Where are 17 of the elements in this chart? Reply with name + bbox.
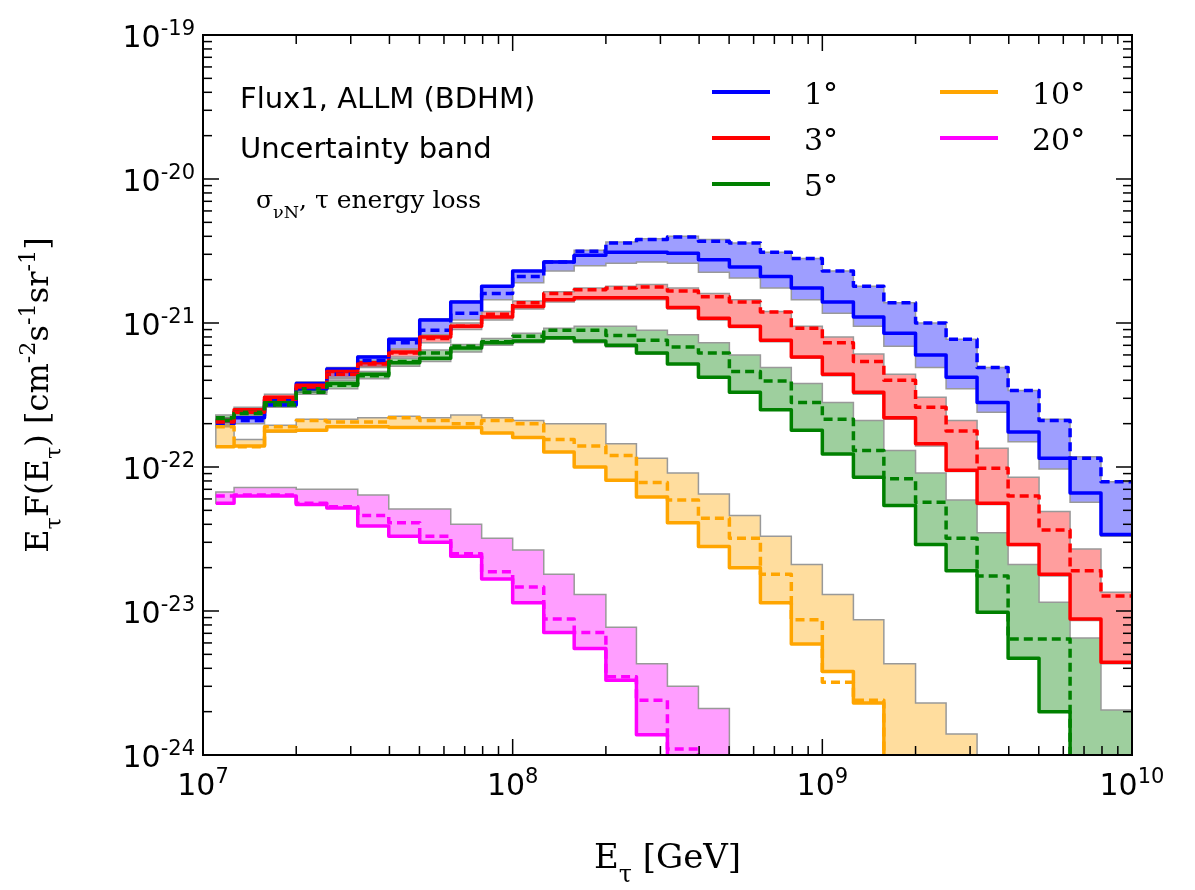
annotation: σ$_{νN}$, τ energy loss: [256, 185, 482, 222]
y-tick-label: 10$^{-19}$: [122, 16, 195, 54]
legend-label: 10°: [1032, 76, 1086, 111]
legend-label: 1°: [804, 76, 839, 111]
y-tick-label: 10$^{-22}$: [122, 448, 195, 486]
x-axis-title: E$_{τ}$ [GeV]: [593, 836, 742, 888]
x-tick-label: 10$^{10}$: [1099, 764, 1165, 802]
y-tick-label: 10$^{-21}$: [122, 304, 195, 342]
x-tick-label: 10$^{9}$: [796, 764, 849, 802]
legend-label: 5°: [804, 168, 839, 203]
annotation: Uncertainty band: [240, 131, 492, 165]
y-tick-label: 10$^{-20}$: [122, 160, 195, 198]
x-tick-label: 10$^{8}$: [486, 764, 539, 802]
annotation: Flux1, ALLM (BDHM): [240, 81, 536, 115]
legend-label: 20°: [1032, 122, 1086, 157]
legend-label: 3°: [804, 122, 839, 157]
y-tick-label: 10$^{-23}$: [122, 592, 195, 630]
